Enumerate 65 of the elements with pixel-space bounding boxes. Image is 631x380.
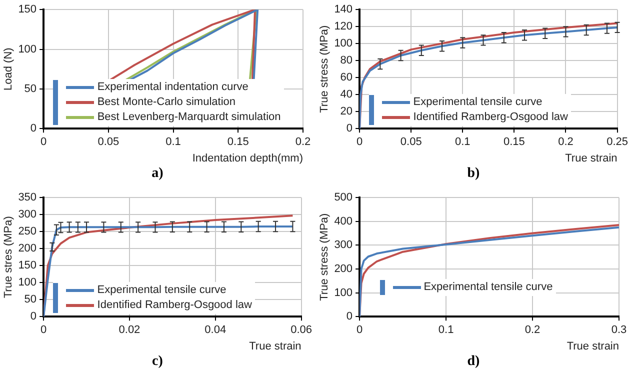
y-tick-label: 100 — [334, 286, 353, 299]
x-tick-label: 0.1 — [455, 136, 470, 148]
x-tick-label: 0 — [356, 136, 363, 148]
y-tick-label: 20 — [340, 106, 353, 118]
legend-label: Best Levenberg-Marquardt simulation — [97, 110, 281, 125]
y-tick-label: 0 — [346, 122, 353, 135]
y-tick-label: 250 — [18, 226, 37, 238]
x-tick-label: 0.2 — [558, 136, 574, 148]
text: b) — [466, 166, 481, 182]
y-tick-label: 80 — [340, 54, 353, 67]
y-tick-label: 0 — [30, 122, 37, 135]
y-axis-title: Load (N) — [2, 48, 15, 90]
y-tick-label: 60 — [340, 72, 353, 84]
x-tick-label: 0 — [356, 324, 363, 336]
y-tick-label: 350 — [18, 192, 37, 204]
y-axis-title: True stress (MPa) — [318, 25, 331, 113]
x-tick-label: 0.15 — [227, 136, 249, 148]
x-tick-label: 0.04 — [204, 324, 226, 336]
y-tick-label: 50 — [24, 82, 37, 95]
legend-label: Experimental tensile curve — [424, 280, 553, 295]
x-tick-label: 0.25 — [606, 136, 628, 148]
y-axis-title: True stress (MPa) — [318, 213, 331, 301]
x-axis-title: True strain — [566, 340, 619, 352]
legend-label: Best Monte-Carlo simulation — [97, 94, 236, 110]
y-tick-label: 140 — [334, 4, 353, 16]
x-axis-title: True strain — [565, 152, 618, 164]
y-tick-label: 50 — [24, 294, 37, 306]
x-tick-label: 0 — [40, 136, 47, 148]
y-tick-label: 300 — [334, 239, 353, 252]
x-axis-title: Indentation depth(mm) — [192, 152, 303, 164]
legend-label: Identified Ramberg-Osgood law — [413, 110, 568, 125]
y-tick-label: 120 — [334, 20, 353, 33]
y-tick-label: 500 — [334, 192, 353, 204]
x-tick-label: 0.1 — [438, 324, 454, 336]
y-tick-label: 200 — [334, 263, 353, 276]
x-tick-label: 0.1 — [166, 136, 181, 148]
legend-label: Experimental tensile curve — [413, 94, 542, 110]
x-tick-label: 0.2 — [524, 324, 540, 336]
x-tick-label: 0.05 — [400, 136, 422, 148]
y-tick-label: 0 — [346, 310, 353, 323]
y-tick-label: 150 — [18, 260, 37, 272]
x-tick-label: 0.05 — [98, 136, 120, 148]
y-tick-label: 200 — [18, 242, 37, 255]
text: c) — [151, 354, 164, 370]
legend-label: Experimental indentation curve — [97, 80, 248, 95]
x-tick-label: 0.02 — [118, 324, 140, 336]
x-tick-label: 0 — [40, 324, 47, 336]
y-tick-label: 300 — [18, 208, 37, 221]
text: a) — [150, 166, 164, 182]
x-axis-title: True strain — [249, 340, 302, 352]
x-tick-label: 0.15 — [503, 136, 525, 148]
x-tick-label: 0.2 — [295, 136, 311, 148]
y-tick-label: 400 — [334, 215, 353, 228]
y-tick-label: 100 — [18, 276, 37, 289]
y-tick-label: 100 — [18, 43, 37, 56]
legend-label: Experimental tensile curve — [97, 282, 226, 298]
legend-label: Identified Ramberg-Osgood law — [97, 298, 252, 313]
x-tick-label: 0.3 — [611, 324, 627, 336]
y-axis-title: True stres (MPa) — [2, 216, 15, 298]
y-tick-label: 150 — [18, 4, 37, 16]
x-tick-label: 0.06 — [290, 324, 312, 336]
y-tick-label: 100 — [334, 38, 353, 50]
y-tick-label: 40 — [340, 88, 353, 101]
text: d) — [466, 354, 481, 370]
y-tick-label: 0 — [30, 310, 37, 323]
